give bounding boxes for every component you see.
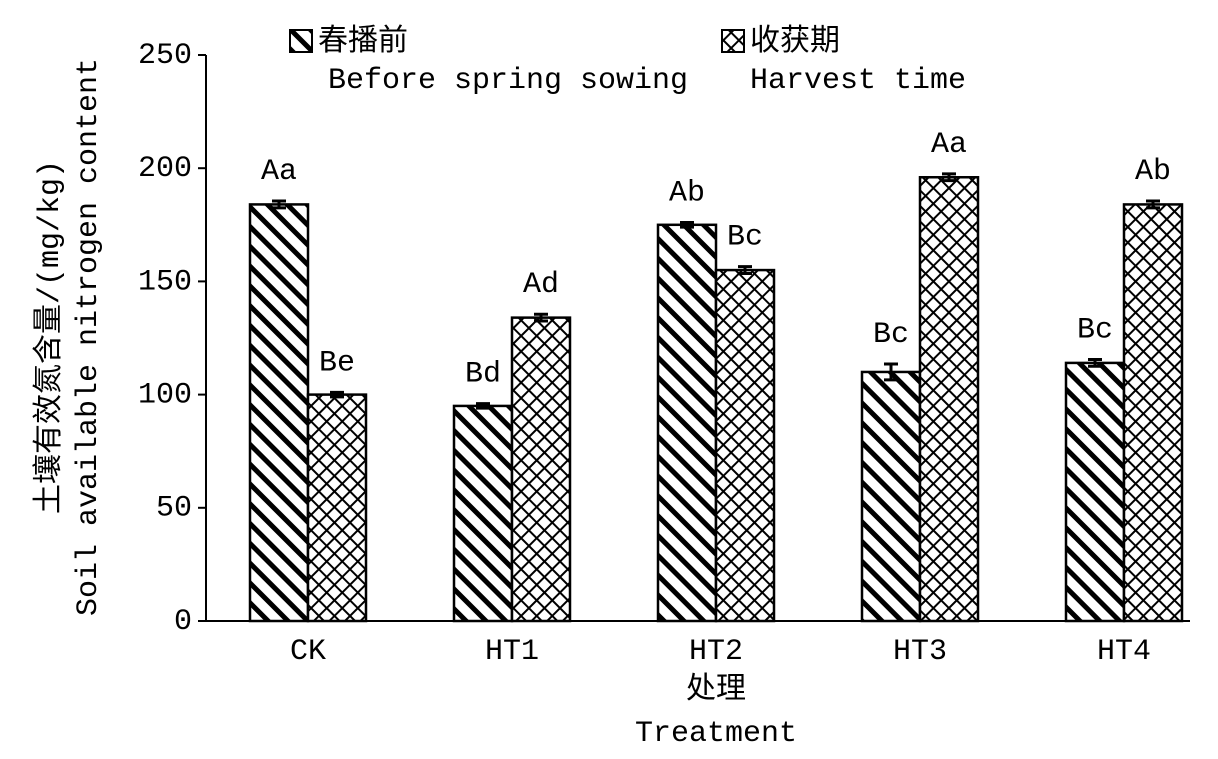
bar	[656, 223, 718, 623]
y-tick-label: 200	[138, 152, 192, 186]
x-axis-label: 处理	[686, 672, 746, 708]
legend-swatch	[289, 29, 313, 53]
bar	[1064, 361, 1126, 623]
bar	[510, 316, 572, 623]
error-bar	[884, 362, 898, 382]
x-axis-label-en: Treatment	[635, 717, 797, 751]
error-bar	[476, 402, 490, 410]
legend-label: 收获期	[750, 24, 840, 60]
bar	[306, 393, 368, 623]
error-bar	[942, 172, 956, 183]
significance-label: Ad	[523, 268, 559, 302]
significance-label: Be	[319, 346, 355, 380]
x-tick-label: CK	[290, 635, 326, 669]
x-tick-label: HT2	[689, 635, 743, 669]
significance-label: Bc	[727, 221, 763, 255]
error-bar	[1088, 358, 1102, 368]
x-tick-label: HT1	[485, 635, 539, 669]
y-axis-label: 土壤有效氮含量/(mg/kg)	[32, 160, 68, 514]
significance-label: Ab	[1135, 155, 1171, 189]
bar	[1122, 203, 1184, 623]
significance-label: Ab	[669, 176, 705, 210]
bar	[860, 370, 922, 623]
significance-label: Aa	[261, 155, 297, 189]
y-tick-label: 0	[174, 605, 192, 639]
y-tick-label: 150	[138, 265, 192, 299]
error-bar	[1146, 199, 1160, 210]
y-tick-label: 250	[138, 39, 192, 73]
x-tick-label: HT4	[1097, 635, 1151, 669]
bar	[248, 203, 310, 623]
error-bar	[680, 221, 694, 229]
error-bar	[272, 199, 286, 210]
x-tick-label: HT3	[893, 635, 947, 669]
y-axis-label-en: Soil available nitrogen content	[72, 58, 106, 616]
bar	[918, 176, 980, 623]
significance-label: Bc	[873, 318, 909, 352]
significance-label: Aa	[931, 128, 967, 162]
error-bar	[738, 265, 752, 275]
bar	[452, 404, 514, 623]
legend-label-en: Before spring sowing	[328, 64, 688, 98]
legend-swatch	[721, 29, 745, 53]
significance-label: Bd	[465, 358, 501, 392]
legend-label-en: Harvest time	[750, 64, 966, 98]
significance-label: Bc	[1077, 313, 1113, 347]
error-bar	[330, 390, 344, 399]
error-bar	[534, 312, 548, 323]
y-tick-label: 100	[138, 379, 192, 413]
y-tick-label: 50	[156, 492, 192, 526]
legend-label: 春播前	[318, 24, 408, 60]
bar	[714, 268, 776, 623]
